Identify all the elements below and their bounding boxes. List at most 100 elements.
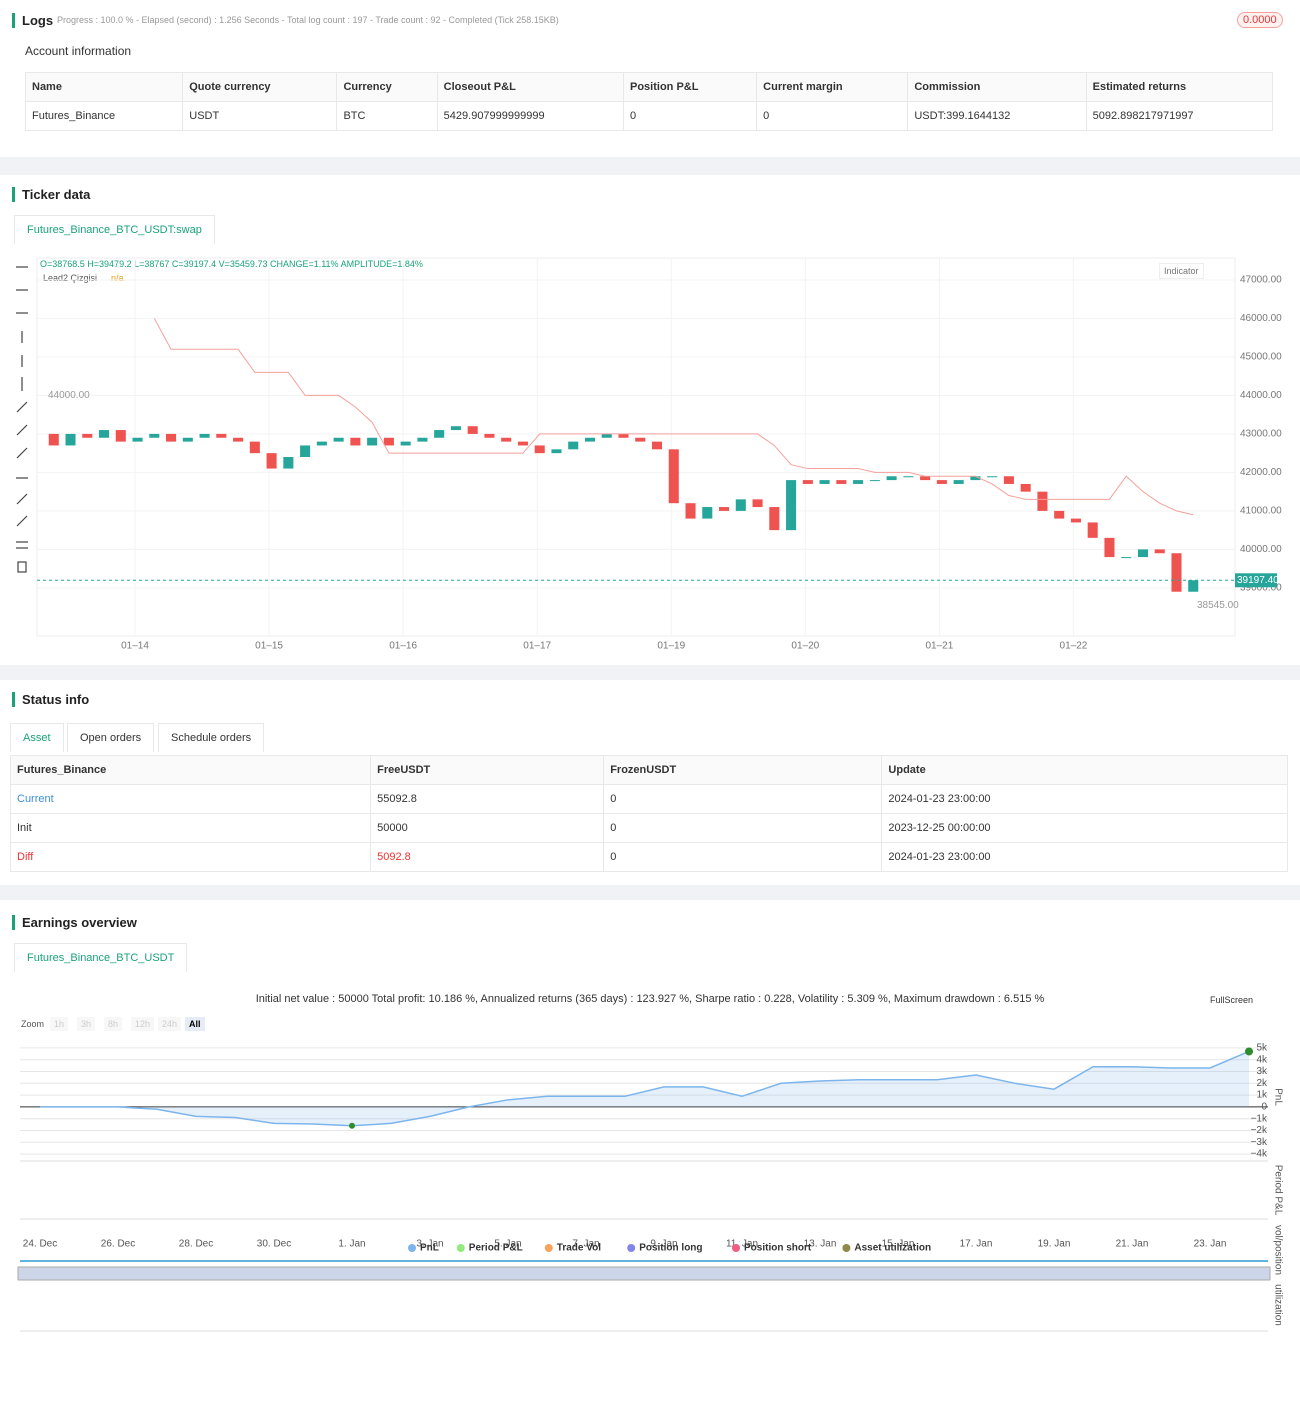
max-point <box>1245 1047 1253 1056</box>
candle <box>233 437 244 442</box>
candle <box>970 476 981 481</box>
status-tab[interactable]: Asset <box>10 723 64 752</box>
candle <box>1104 537 1115 558</box>
column-header: Closeout P&L <box>436 72 625 102</box>
legend-value: n/a <box>111 273 124 283</box>
ticker-title: Ticker data <box>12 187 90 202</box>
last-price-label: 39197.40 <box>1237 575 1279 586</box>
table-cell: BTC <box>336 101 438 131</box>
status-tab[interactable]: Open orders <box>67 723 155 752</box>
table-cell: 0 <box>603 842 883 872</box>
candle <box>685 503 696 519</box>
candle <box>1121 557 1132 559</box>
candle <box>199 433 210 438</box>
table-cell: 0 <box>603 813 883 843</box>
candle <box>417 437 428 442</box>
zoom-button[interactable]: 1h <box>50 1017 69 1031</box>
candle <box>115 430 126 442</box>
candle <box>216 433 227 438</box>
candle <box>802 480 813 484</box>
panel-title: vol/position <box>1272 1225 1283 1275</box>
candle <box>383 437 394 446</box>
legend-marker <box>732 1244 740 1252</box>
x-tick-label: 13. Jan <box>804 1239 837 1250</box>
indicator-button[interactable]: Indicator <box>1159 263 1204 279</box>
legend-entry: Period P&L <box>469 1243 523 1254</box>
account-table: Name Quote currency Currency Closeout P&L Po… <box>24 72 1274 131</box>
y-tick-label: 0 <box>1261 1102 1267 1113</box>
candle <box>1154 549 1165 554</box>
min-point <box>349 1122 355 1129</box>
candle <box>719 507 730 511</box>
column-header: Futures_Binance <box>9 755 372 785</box>
earnings-section: Earnings overview Futures_Binance_BTC_US… <box>0 900 1300 1404</box>
y-tick-label: 1k <box>1256 1090 1268 1101</box>
status-title: Status info <box>12 692 89 707</box>
y-tick-label: −4k <box>1251 1149 1268 1160</box>
zoom-button[interactable]: 12h <box>131 1017 155 1031</box>
x-tick-label: 01–20 <box>791 641 819 652</box>
candle <box>350 437 361 446</box>
zoom-button[interactable]: All <box>185 1017 205 1031</box>
table-cell: Init <box>9 813 372 843</box>
lead2-line <box>153 318 1194 516</box>
zoom-button[interactable]: 3h <box>77 1017 96 1031</box>
legend-marker <box>842 1244 851 1252</box>
table-cell: 0 <box>756 101 909 131</box>
candle <box>920 476 931 481</box>
earnings-tab[interactable]: Futures_Binance_BTC_USDT <box>14 943 188 972</box>
x-tick-label: 19. Jan <box>1038 1239 1071 1250</box>
x-tick-label: 11. Jan <box>726 1239 758 1250</box>
toolbar <box>16 266 28 573</box>
zoom-button[interactable]: 8h <box>104 1017 123 1031</box>
column-header: Currency <box>336 72 438 102</box>
summary: Initial net value : 50000 Total profit: … <box>255 993 1045 1005</box>
x-tick-label: 21. Jan <box>1116 1239 1149 1250</box>
y-tick-label: 44000.00 <box>1240 390 1282 401</box>
candle <box>434 430 445 438</box>
candle <box>651 441 663 450</box>
status-table: Futures_Binance FreeUSDT FrozenUSDT Update C… <box>9 755 1288 872</box>
candle <box>450 426 461 431</box>
candle <box>1003 476 1014 484</box>
fullscreen[interactable]: FullScreen <box>1210 995 1254 1005</box>
header-row: Futures_Binance FreeUSDT FrozenUSDT Update <box>9 755 1288 785</box>
zoom-button[interactable]: 24h <box>158 1017 182 1031</box>
candle <box>82 433 93 438</box>
candle <box>987 476 998 478</box>
candle <box>618 433 629 438</box>
candle <box>467 426 478 434</box>
last-price-box <box>1235 573 1277 588</box>
ohlc: O=38768.5 H=39479.2 L=38767 C=39197.4 V=… <box>40 259 423 269</box>
y-tick-label: −2k <box>1251 1125 1268 1136</box>
x-tick-label: 24. Dec <box>23 1239 57 1250</box>
legend-entry: Position long <box>639 1243 702 1254</box>
ticker-tab[interactable]: Futures_Binance_BTC_USDT:swap <box>14 215 215 244</box>
candle <box>836 480 847 484</box>
candle <box>752 499 763 508</box>
table-row: Current 55092.8 0 2024-01-23 23:00:00 <box>9 784 1288 814</box>
table-cell: 2024-01-23 23:00:00 <box>881 784 1288 814</box>
x-tick-label: 15. Jan <box>882 1239 915 1250</box>
table-cell: 5092.8 <box>370 842 605 872</box>
x-tick-label: 01–15 <box>255 641 283 652</box>
x-tick-label: 1. Jan <box>338 1239 365 1250</box>
x-tick-label: 9. Jan <box>650 1239 677 1250</box>
legend-entry: Position short <box>744 1243 812 1254</box>
column-header: Current margin <box>756 72 909 102</box>
badge: 0.0000 <box>1237 12 1283 28</box>
candle <box>702 507 713 519</box>
status-tab[interactable]: Schedule orders <box>158 723 265 752</box>
candle <box>584 437 596 442</box>
plot-border <box>36 257 1236 637</box>
candle <box>333 437 344 442</box>
candle <box>668 449 679 504</box>
candle <box>1070 518 1081 523</box>
candle <box>1054 510 1065 519</box>
table-cell: Futures_Binance <box>24 101 184 131</box>
zoom-label: Zoom <box>21 1019 45 1029</box>
candle <box>819 480 830 484</box>
y-tick-label: 43000.00 <box>1240 429 1282 440</box>
